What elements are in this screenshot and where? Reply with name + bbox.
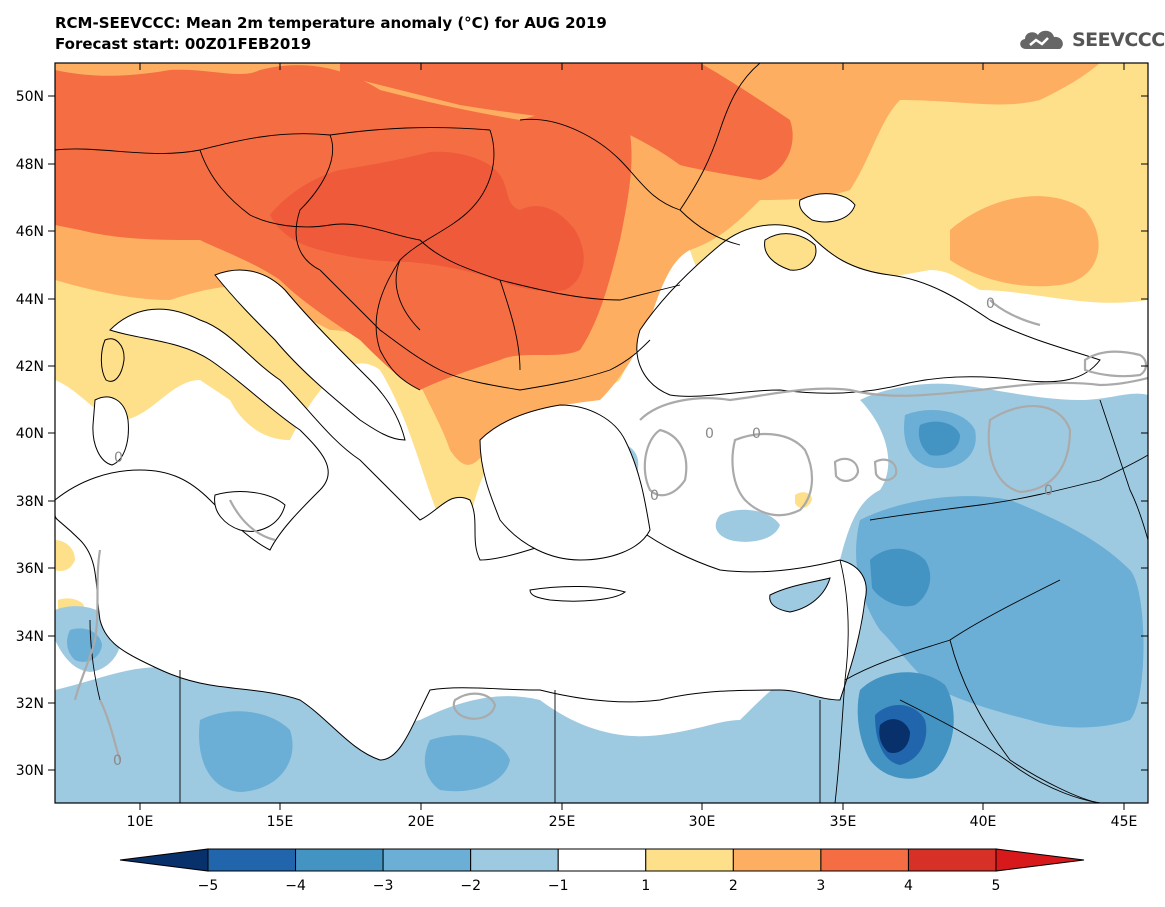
sicily (214, 491, 286, 532)
contour-label: 0 (752, 426, 761, 442)
forecast-start: Forecast start: 00Z01FEB2019 (55, 35, 312, 53)
logo-text: SEEVCCC (1072, 29, 1165, 51)
contour-label: 0 (1044, 483, 1053, 499)
colorbar-label: −2 (460, 878, 481, 894)
aegean-sea (479, 404, 651, 561)
lon-label: 10E (127, 814, 154, 830)
lat-label: 32N (16, 696, 44, 712)
colorbar-segment (907, 848, 997, 872)
lon-label: 20E (408, 814, 435, 830)
anomaly-4to5 (270, 151, 584, 292)
lon-label: 45E (1111, 814, 1138, 830)
colorbar-label: 4 (904, 878, 913, 894)
map-title: RCM-SEEVCCC: Mean 2m temperature anomaly… (55, 14, 607, 32)
colorbar-label: −1 (548, 878, 569, 894)
cyprus (769, 577, 831, 613)
lat-label: 36N (16, 561, 44, 577)
adriatic-sea (214, 269, 406, 441)
colorbar-segment (557, 848, 647, 872)
lon-label: 15E (267, 814, 294, 830)
colorbar-segment (470, 848, 559, 872)
lat-label: 42N (16, 359, 44, 375)
lat-label: 30N (16, 763, 44, 779)
colorbar-segment (382, 848, 472, 872)
cloud-icon (1020, 30, 1063, 49)
lon-label: 25E (549, 814, 576, 830)
lat-label: 40N (16, 426, 44, 442)
anomaly-minus3to4 (870, 548, 931, 607)
latitude-labels: 50N 48N 46N 44N 42N 40N 38N 36N 34N 32N … (16, 89, 44, 779)
lat-label: 38N (16, 494, 44, 510)
lon-label: 30E (689, 814, 716, 830)
colorbar-segment (820, 848, 909, 872)
sardinia (92, 396, 129, 466)
colorbar-segment (295, 848, 384, 872)
corsica (100, 338, 125, 382)
colorbar-low-extend (119, 848, 209, 872)
anomaly-1to2-tunisia (55, 540, 75, 571)
colorbar-segment (732, 848, 822, 872)
lat-label: 44N (16, 292, 44, 308)
colorbar: −5 −4 −3 −2 −1 1 2 3 4 5 (119, 848, 1085, 894)
contour-label: 0 (986, 296, 995, 312)
anomaly-3to4-ne (340, 63, 793, 180)
colorbar-high-extend (995, 848, 1085, 872)
anomaly-2to3-east (950, 196, 1099, 287)
crimea (764, 233, 817, 271)
sea-of-azov (799, 193, 856, 223)
anomaly-1to2-anatolia (795, 492, 812, 508)
anomaly-minus2to3 (856, 496, 1144, 728)
contour-label: 0 (650, 488, 659, 504)
lat-label: 48N (16, 157, 44, 173)
anomaly-minus2to3-tunisia (67, 628, 102, 662)
map-plot-area: 0 0 0 0 0 0 0 (55, 63, 1148, 803)
anomaly-minus1to2-anatolia (715, 509, 780, 542)
anomaly-minus2to3-libya (199, 711, 293, 792)
seevccc-logo: SEEVCCC (1016, 25, 1165, 55)
colorbar-label: 5 (992, 878, 1001, 894)
colorbar-label: −5 (198, 878, 219, 894)
lon-label: 40E (970, 814, 997, 830)
colorbar-segment (645, 848, 734, 872)
colorbar-label: 1 (641, 878, 650, 894)
anomaly-minus2to3-libya2 (424, 735, 510, 792)
colorbar-segment (207, 848, 297, 872)
latitude-axis (48, 95, 1148, 771)
contour-label: 0 (705, 426, 714, 442)
lat-label: 46N (16, 224, 44, 240)
colorbar-label: 2 (729, 878, 738, 894)
lat-label: 50N (16, 89, 44, 105)
colorbar-label: −4 (285, 878, 306, 894)
longitude-axis (139, 63, 1125, 810)
colorbar-label: 3 (816, 878, 825, 894)
crete (529, 586, 627, 602)
longitude-labels: 10E 15E 20E 25E 30E 35E 40E 45E (127, 814, 1138, 830)
lon-label: 35E (830, 814, 857, 830)
zero-contours (73, 299, 1148, 761)
lat-label: 34N (16, 629, 44, 645)
anomaly-minus3to4-turkey (918, 421, 960, 456)
colorbar-label: −3 (373, 878, 394, 894)
contour-labels: 0 0 0 0 0 0 0 (113, 296, 1053, 769)
anomaly-below-minus5 (879, 719, 910, 754)
contour-label: 0 (114, 450, 123, 466)
contour-label: 0 (113, 753, 122, 769)
black-sea (636, 224, 1101, 397)
mediterranean-sea (55, 308, 867, 761)
country-borders (55, 63, 1148, 803)
